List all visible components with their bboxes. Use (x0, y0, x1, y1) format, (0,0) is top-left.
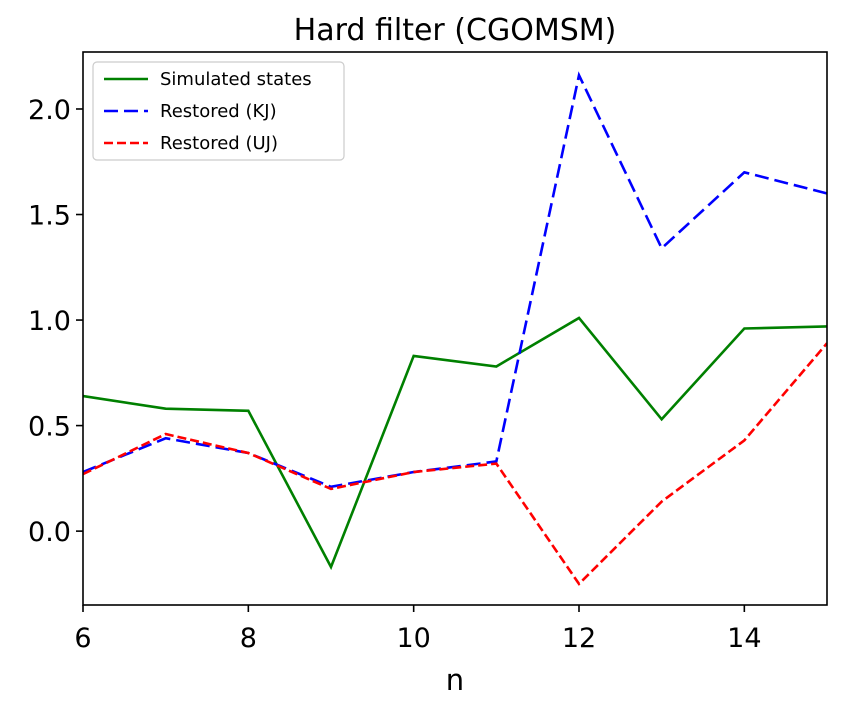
x-axis: 6 8 10 12 14 (74, 605, 762, 654)
legend-label: Restored (UJ) (160, 133, 278, 154)
y-axis: 0.0 0.5 1.0 1.5 2.0 (28, 95, 83, 548)
x-tick-label: 12 (562, 623, 596, 654)
plot-lines (83, 71, 827, 586)
series-line-simulated-states (83, 316, 827, 571)
x-tick-label: 14 (727, 623, 761, 654)
legend-label: Simulated states (160, 69, 312, 90)
legend-box (92, 61, 345, 161)
x-tick-label: 8 (240, 623, 257, 654)
y-tick-label: 0.5 (28, 412, 71, 443)
x-axis-label: n (446, 663, 464, 697)
legend: Simulated states Restored (KJ) Restored (U… (92, 61, 345, 161)
x-tick-label: 10 (396, 623, 430, 654)
y-tick-label: 1.5 (28, 201, 71, 232)
plot-frame (82, 51, 828, 606)
chart-title: Hard filter (CGOMSM) (294, 13, 617, 48)
y-tick-label: 2.0 (28, 95, 71, 126)
y-tick-label: 1.0 (28, 306, 71, 337)
series-line-restored-uj (83, 342, 827, 586)
x-tick-label: 6 (74, 623, 91, 654)
y-tick-label: 0.0 (28, 517, 71, 548)
legend-label: Restored (KJ) (160, 101, 277, 122)
